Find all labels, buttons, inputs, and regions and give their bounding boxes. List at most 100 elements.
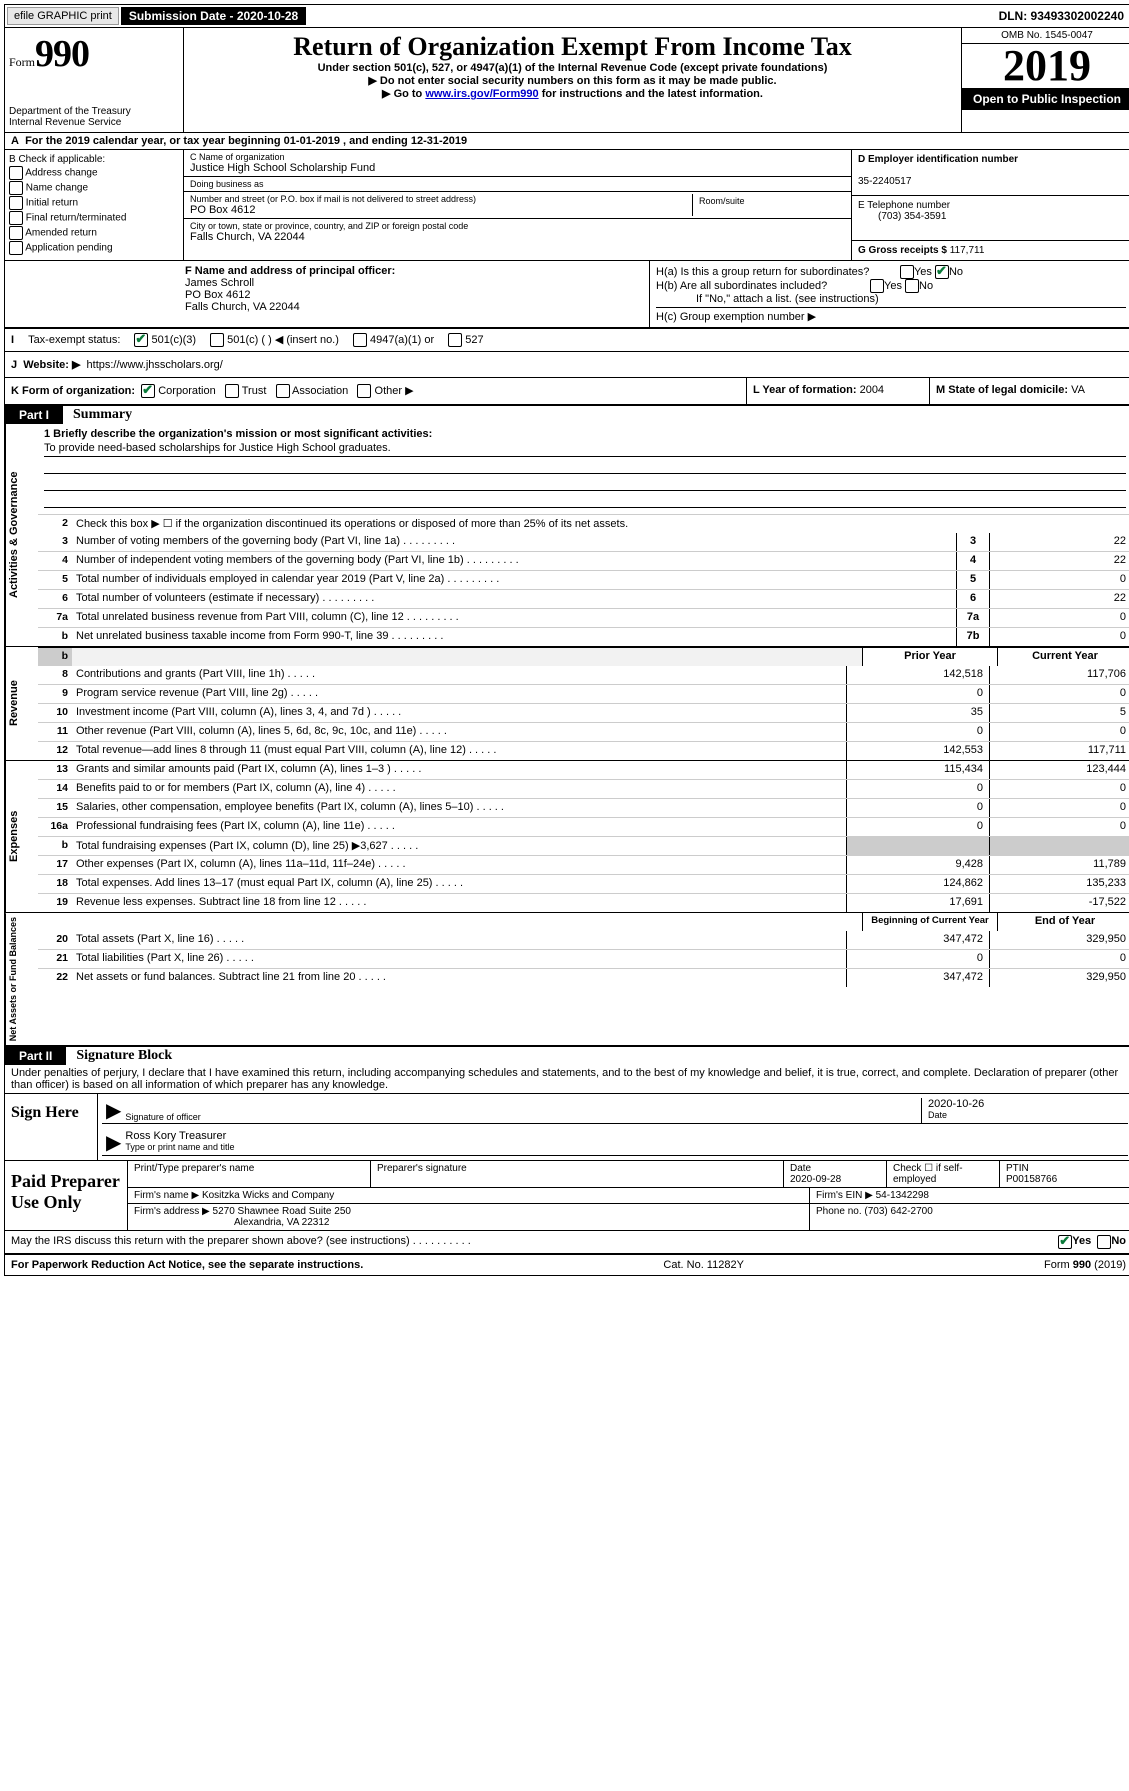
mission-text: To provide need-based scholarships for J… xyxy=(44,442,1126,457)
end-year-head: End of Year xyxy=(997,913,1129,931)
submission-date: Submission Date - 2020-10-28 xyxy=(121,7,306,25)
gross-receipts-label: G Gross receipts $ xyxy=(858,245,947,256)
h-b: H(b) Are all subordinates included? Yes … xyxy=(656,279,1126,293)
chk-ha-no[interactable] xyxy=(935,265,949,279)
top-bar: efile GRAPHIC print Submission Date - 20… xyxy=(5,5,1129,28)
cat-no: Cat. No. 11282Y xyxy=(663,1259,744,1271)
form-subtitle: Under section 501(c), 527, or 4947(a)(1)… xyxy=(188,62,957,74)
pra-notice: For Paperwork Reduction Act Notice, see … xyxy=(11,1259,363,1271)
prep-self-emp: Check ☐ if self-employed xyxy=(893,1163,963,1185)
page-footer: For Paperwork Reduction Act Notice, see … xyxy=(5,1255,1129,1275)
net-assets-section: Net Assets or Fund Balances Beginning of… xyxy=(5,913,1129,1047)
chk-discuss-no[interactable] xyxy=(1097,1235,1111,1249)
org-name: Justice High School Scholarship Fund xyxy=(190,162,845,174)
efile-print-button[interactable]: efile GRAPHIC print xyxy=(7,7,119,25)
dba-label: Doing business as xyxy=(190,179,845,189)
chk-4947[interactable] xyxy=(353,333,367,347)
summary-line: 11Other revenue (Part VIII, column (A), … xyxy=(38,722,1129,741)
officer-typed-label: Type or print name and title xyxy=(125,1142,1128,1152)
chk-application-pending[interactable] xyxy=(9,241,23,255)
vtab-governance: Activities & Governance xyxy=(5,424,38,646)
part1-title: Summary xyxy=(63,407,132,423)
irs-link[interactable]: www.irs.gov/Form990 xyxy=(425,88,538,100)
officer-addr1: PO Box 4612 xyxy=(185,289,643,301)
chk-amended-return[interactable] xyxy=(9,226,23,240)
revenue-section: Revenue b Prior Year Current Year 8Contr… xyxy=(5,647,1129,761)
chk-assoc[interactable] xyxy=(276,384,290,398)
tax-year: 2019 xyxy=(962,44,1129,88)
part1-tag: Part I xyxy=(5,406,63,424)
part2-header: Part II Signature Block xyxy=(5,1047,1129,1065)
addr-label: Number and street (or P.O. box if mail i… xyxy=(190,194,692,204)
officer-name: James Schroll xyxy=(185,277,643,289)
h-a: H(a) Is this a group return for subordin… xyxy=(656,265,1126,279)
officer-label: F Name and address of principal officer: xyxy=(185,265,643,277)
chk-hb-yes[interactable] xyxy=(870,279,884,293)
tax-exempt-label: Tax-exempt status: xyxy=(28,334,120,346)
section-klm: K Form of organization: Corporation Trus… xyxy=(5,378,1129,406)
begin-year-head: Beginning of Current Year xyxy=(862,913,997,931)
prep-date: 2020-09-28 xyxy=(790,1174,841,1185)
chk-other[interactable] xyxy=(357,384,371,398)
form-title: Return of Organization Exempt From Incom… xyxy=(188,32,957,62)
form-number: 990 xyxy=(35,33,89,75)
chk-501c[interactable] xyxy=(210,333,224,347)
summary-line: 3Number of voting members of the governi… xyxy=(38,533,1129,551)
firm-name: Kositzka Wicks and Company xyxy=(202,1190,334,1201)
summary-line: 21Total liabilities (Part X, line 26) . … xyxy=(38,949,1129,968)
firm-phone: (703) 642-2700 xyxy=(864,1206,932,1217)
chk-corp[interactable] xyxy=(141,384,155,398)
sig-date-label: Date xyxy=(928,1110,1128,1120)
expenses-section: Expenses 13Grants and similar amounts pa… xyxy=(5,761,1129,913)
chk-501c3[interactable] xyxy=(134,333,148,347)
summary-line: 18Total expenses. Add lines 13–17 (must … xyxy=(38,874,1129,893)
prep-sig-label: Preparer's signature xyxy=(377,1163,467,1174)
preparer-label: Paid Preparer Use Only xyxy=(5,1161,128,1230)
summary-line: 12Total revenue—add lines 8 through 11 (… xyxy=(38,741,1129,760)
summary-line: 7aTotal unrelated business revenue from … xyxy=(38,608,1129,627)
section-b-label: B Check if applicable: xyxy=(9,154,179,165)
l-label: L Year of formation: xyxy=(753,384,857,396)
summary-line: 10Investment income (Part VIII, column (… xyxy=(38,703,1129,722)
summary-line: 17Other expenses (Part IX, column (A), l… xyxy=(38,855,1129,874)
city-value: Falls Church, VA 22044 xyxy=(190,231,845,243)
right-info: D Employer identification number 35-2240… xyxy=(851,150,1129,260)
ein-label: D Employer identification number xyxy=(858,154,1018,165)
chk-discuss-yes[interactable] xyxy=(1058,1235,1072,1249)
chk-initial-return[interactable] xyxy=(9,196,23,210)
form-label: Form xyxy=(9,55,35,69)
part1-header: Part I Summary xyxy=(5,406,1129,424)
m-label: M State of legal domicile: xyxy=(936,384,1068,396)
section-b: B Check if applicable: Address change Na… xyxy=(5,150,184,260)
vtab-revenue: Revenue xyxy=(5,647,38,760)
m-value: VA xyxy=(1071,384,1085,396)
gross-receipts-value: 117,711 xyxy=(950,245,985,256)
prior-year-head: Prior Year xyxy=(862,648,997,666)
officer-addr2: Falls Church, VA 22044 xyxy=(185,301,643,313)
h-note: If "No," attach a list. (see instruction… xyxy=(656,293,1126,305)
prep-name-label: Print/Type preparer's name xyxy=(134,1163,254,1174)
current-year-head: Current Year xyxy=(997,648,1129,666)
vtab-expenses: Expenses xyxy=(5,761,38,912)
city-label: City or town, state or province, country… xyxy=(190,221,845,231)
perjury-statement: Under penalties of perjury, I declare th… xyxy=(5,1065,1129,1094)
summary-line: 4Number of independent voting members of… xyxy=(38,551,1129,570)
chk-name-change[interactable] xyxy=(9,181,23,195)
governance-section: Activities & Governance 1 Briefly descri… xyxy=(5,424,1129,647)
firm-phone-label: Phone no. xyxy=(816,1206,862,1217)
summary-line: 20Total assets (Part X, line 16) . . . .… xyxy=(38,931,1129,949)
chk-hb-no[interactable] xyxy=(905,279,919,293)
chk-ha-yes[interactable] xyxy=(900,265,914,279)
chk-final-return[interactable] xyxy=(9,211,23,225)
open-to-public: Open to Public Inspection xyxy=(962,88,1129,110)
chk-address-change[interactable] xyxy=(9,166,23,180)
firm-ein-label: Firm's EIN ▶ xyxy=(816,1190,873,1201)
sig-date: 2020-10-26 xyxy=(928,1098,1128,1110)
sign-here-label: Sign Here xyxy=(5,1094,98,1160)
vtab-net: Net Assets or Fund Balances xyxy=(5,913,38,1045)
chk-527[interactable] xyxy=(448,333,462,347)
phone-value: (703) 354-3591 xyxy=(858,211,946,222)
part2-title: Signature Block xyxy=(66,1048,172,1064)
section-i: I Tax-exempt status: 501(c)(3) 501(c) ( … xyxy=(5,328,1129,352)
chk-trust[interactable] xyxy=(225,384,239,398)
